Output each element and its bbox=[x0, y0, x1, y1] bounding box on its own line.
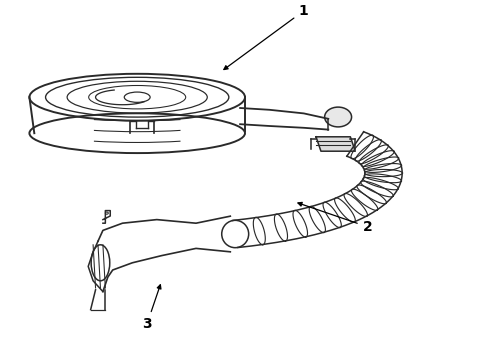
Text: 1: 1 bbox=[224, 4, 309, 69]
Ellipse shape bbox=[324, 107, 352, 127]
Text: 2: 2 bbox=[298, 202, 372, 234]
Text: 3: 3 bbox=[142, 285, 161, 331]
Polygon shape bbox=[316, 137, 355, 151]
